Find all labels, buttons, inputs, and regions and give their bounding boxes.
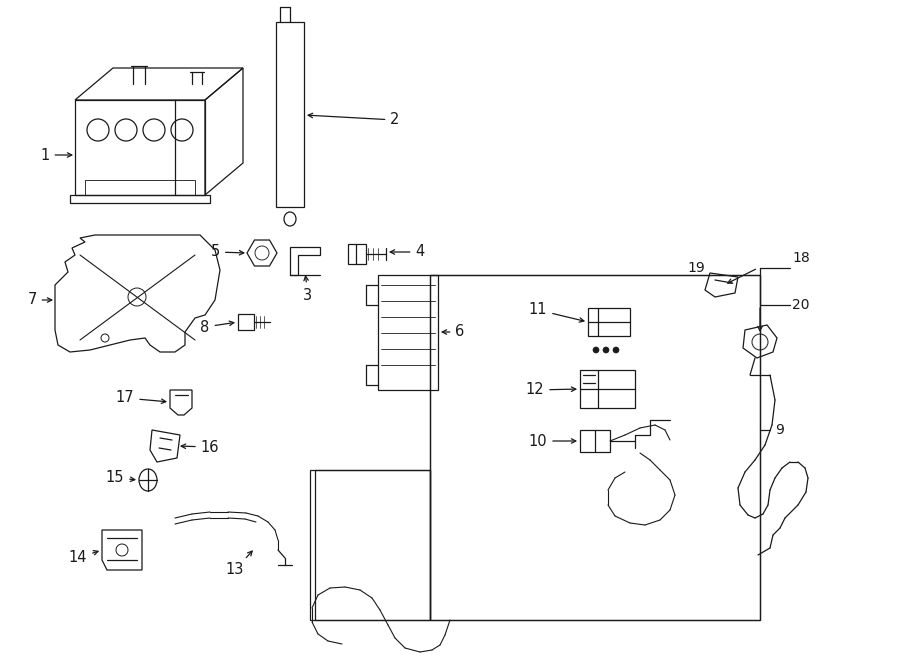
Text: 13: 13: [226, 551, 252, 578]
Circle shape: [613, 347, 619, 353]
Text: 1: 1: [40, 147, 72, 163]
Text: 12: 12: [526, 383, 576, 397]
Text: 2: 2: [308, 112, 400, 128]
Text: 5: 5: [211, 245, 244, 260]
Text: 14: 14: [68, 551, 98, 566]
Circle shape: [593, 347, 599, 353]
Text: 20: 20: [792, 298, 809, 312]
Text: 19: 19: [688, 261, 705, 275]
Text: 17: 17: [116, 391, 166, 405]
Circle shape: [603, 347, 609, 353]
Text: 10: 10: [528, 434, 576, 449]
Text: 18: 18: [792, 251, 810, 265]
Text: 7: 7: [27, 293, 52, 307]
Text: 15: 15: [106, 471, 135, 485]
Text: 11: 11: [529, 303, 584, 322]
Text: 9: 9: [775, 423, 784, 437]
Text: 4: 4: [391, 245, 425, 260]
Text: 6: 6: [442, 325, 464, 340]
Text: 3: 3: [303, 276, 312, 303]
Text: 8: 8: [201, 319, 234, 334]
Text: 16: 16: [181, 440, 220, 455]
